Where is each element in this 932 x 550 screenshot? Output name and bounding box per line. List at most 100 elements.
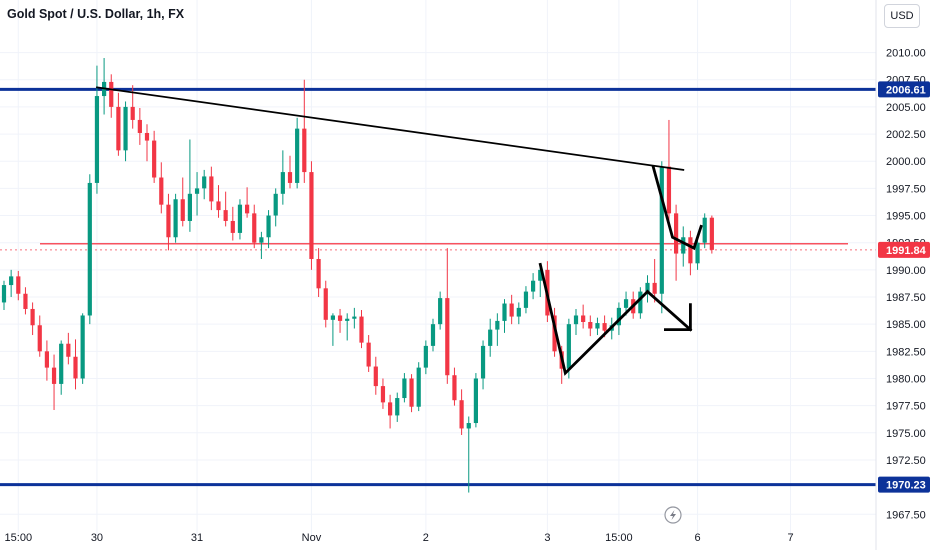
- candle-body: [230, 220, 235, 233]
- horizontal-levels: [0, 87, 876, 487]
- spike-zigzag[interactable]: [651, 164, 703, 251]
- candle-body: [166, 204, 171, 238]
- candle-body: [237, 204, 243, 233]
- time-tick-label: 31: [191, 532, 203, 544]
- candle-body: [1, 285, 7, 303]
- candle-body: [430, 324, 436, 346]
- candle-body: [209, 176, 214, 202]
- candle-body: [652, 282, 657, 294]
- time-tick-label: 15:00: [5, 532, 33, 544]
- candle-body: [538, 269, 543, 281]
- price-tick-label: 2000.00: [886, 156, 926, 168]
- candle-body: [423, 345, 428, 368]
- candle-body: [309, 172, 314, 259]
- candle-body: [30, 308, 35, 326]
- candle-body: [402, 378, 407, 399]
- bottom-icons[interactable]: [664, 506, 682, 524]
- drawings[interactable]: [95, 86, 703, 376]
- price-label-badge: [878, 241, 930, 258]
- candle-body: [137, 119, 142, 133]
- price-tick-label: 1972.50: [886, 455, 926, 467]
- price-label-badge: [878, 81, 930, 98]
- candle-body: [616, 307, 621, 326]
- candle-body: [452, 375, 457, 401]
- candle-body: [116, 106, 121, 151]
- candle-body: [80, 315, 85, 379]
- grid: [0, 0, 876, 536]
- candle-body: [187, 193, 192, 221]
- forecast-arrow-head[interactable]: [664, 303, 692, 332]
- price-tick-label: 2002.50: [886, 129, 926, 141]
- candle-body: [409, 378, 414, 407]
- candle-body: [59, 343, 64, 384]
- time-tick-label: 30: [91, 532, 103, 544]
- candle-body: [509, 303, 514, 317]
- candle-body: [37, 325, 42, 352]
- price-tick-label: 1985.00: [886, 319, 926, 331]
- candle-body: [473, 378, 478, 424]
- candle-body: [44, 351, 49, 368]
- path-down-to-low[interactable]: [538, 262, 650, 376]
- forecast-arrow-shaft[interactable]: [645, 289, 693, 332]
- candle-body: [645, 282, 650, 292]
- candle-body: [316, 258, 321, 289]
- candle-body: [302, 128, 307, 173]
- price-label-text: 1991.84: [886, 245, 927, 257]
- price-tick-label: 1977.50: [886, 401, 926, 413]
- candle-body: [380, 386, 386, 403]
- candle-body: [173, 199, 178, 238]
- descending-trendline[interactable]: [95, 86, 685, 171]
- candle-body: [588, 321, 593, 329]
- candles: [1, 58, 714, 493]
- time-tick-label: 2: [423, 532, 429, 544]
- candle-body: [259, 237, 264, 243]
- price-tick-label: 1980.00: [886, 373, 926, 385]
- price-tick-label: 1967.50: [886, 509, 926, 521]
- candle-body: [666, 166, 672, 214]
- candle-body: [66, 343, 71, 357]
- candle-body: [688, 237, 693, 264]
- currency-button[interactable]: USD: [884, 4, 920, 28]
- candle-body: [280, 172, 285, 194]
- candle-body: [438, 298, 443, 325]
- candle-body: [180, 199, 185, 221]
- price-tick-label: 1975.00: [886, 428, 926, 440]
- candle-body: [566, 324, 571, 369]
- price-label-badge: [878, 476, 930, 493]
- candle-body: [94, 96, 100, 183]
- candle-body: [295, 128, 300, 183]
- time-tick-label: 3: [544, 532, 550, 544]
- candle-body: [323, 288, 328, 320]
- time-tick-label: 7: [787, 532, 793, 544]
- time-axis[interactable]: 15:00 30 31 Nov 2 3 15:00 6 7: [5, 532, 794, 544]
- candle-body: [159, 177, 164, 205]
- time-tick-label: Nov: [302, 532, 322, 544]
- candle-body: [330, 315, 335, 320]
- price-axis[interactable]: 2010.002007.502005.002002.502000.001997.…: [886, 48, 926, 522]
- candle-body: [16, 276, 21, 294]
- candle-body: [223, 210, 228, 221]
- candle-body: [359, 316, 364, 343]
- candle-body: [109, 81, 114, 107]
- candle-body: [266, 215, 271, 238]
- candle-body: [23, 293, 28, 309]
- lightning-bolt-glyph: [670, 510, 676, 520]
- candle-body: [245, 204, 250, 214]
- price-label-text: 2006.61: [886, 84, 926, 96]
- candle-body: [152, 140, 157, 178]
- price-tick-label: 1982.50: [886, 346, 926, 358]
- candle-body: [252, 213, 257, 243]
- candle-body: [466, 423, 471, 429]
- candle-body: [287, 172, 293, 183]
- candle-body: [87, 182, 92, 316]
- candle-body: [531, 280, 536, 292]
- candle-body: [623, 299, 629, 308]
- candle-body: [388, 402, 393, 416]
- candle-body: [674, 213, 679, 254]
- candle-body: [445, 298, 450, 376]
- candle-body: [337, 315, 343, 321]
- candle-body: [130, 106, 135, 120]
- candle-body: [345, 318, 350, 321]
- time-tick-label: 15:00: [605, 532, 633, 544]
